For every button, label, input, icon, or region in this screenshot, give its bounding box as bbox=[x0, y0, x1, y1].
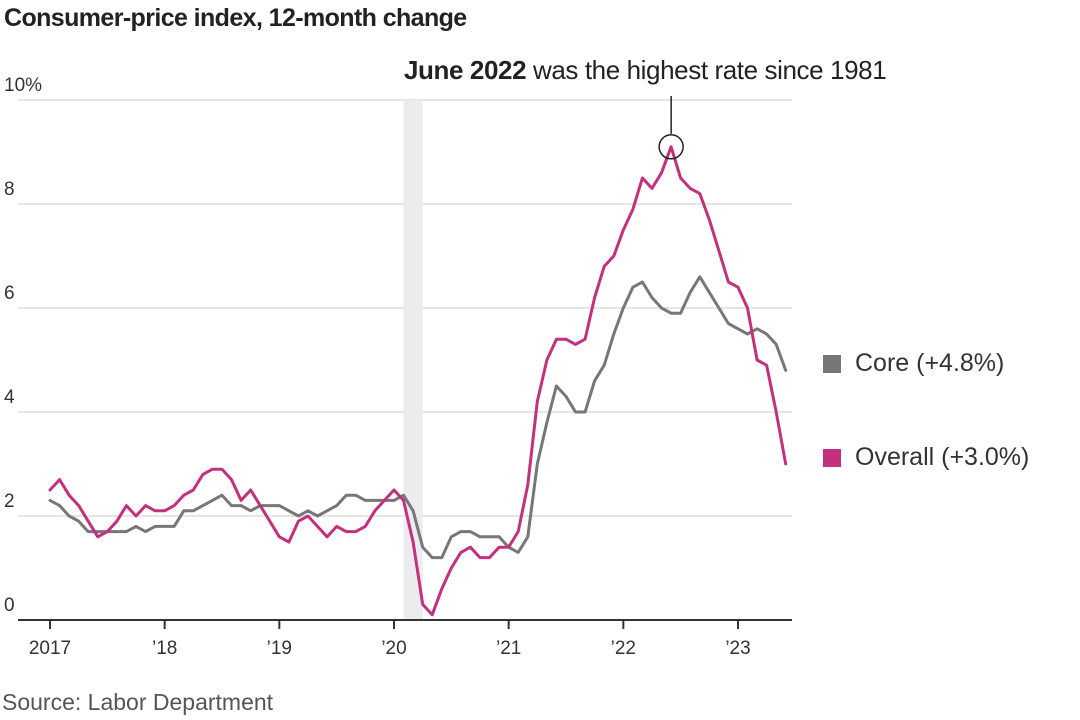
x-tick-label-2019: ’19 bbox=[267, 638, 292, 659]
source-note: Source: Labor Department bbox=[2, 689, 274, 715]
legend-item-overall: Overall (+3.0%) bbox=[823, 443, 1029, 472]
x-tick-label-2021: ’21 bbox=[496, 638, 521, 659]
recession-band bbox=[403, 100, 423, 620]
annotation-bold: June 2022 bbox=[404, 55, 527, 85]
peak-annotation: June 2022 was the highest rate since 198… bbox=[404, 55, 887, 86]
legend-swatch-core bbox=[823, 354, 841, 373]
legend-item-core: Core (+4.8%) bbox=[823, 349, 1004, 378]
x-tick-label-2020: ’20 bbox=[381, 638, 406, 659]
chart-title: Consumer-price index, 12-month change bbox=[4, 4, 467, 32]
y-tick-label-0: 0 bbox=[4, 595, 15, 616]
y-tick-label-2: 2 bbox=[4, 491, 15, 512]
legend-swatch-overall bbox=[823, 448, 841, 467]
y-tick-label-6: 6 bbox=[4, 283, 15, 304]
x-tick-label-2022: ’22 bbox=[611, 638, 636, 659]
x-tick-label-2018: ’18 bbox=[152, 638, 177, 659]
x-tick-label-2017: 2017 bbox=[29, 638, 71, 659]
series-line-overall bbox=[48, 145, 788, 617]
x-tick-label-2023: ’23 bbox=[725, 638, 750, 659]
y-tick-label-10: 10% bbox=[4, 75, 42, 96]
legend-label-core: Core (+4.8%) bbox=[855, 349, 1005, 377]
legend-label-overall: Overall (+3.0%) bbox=[855, 443, 1030, 471]
annotation-text: was the highest rate since 1981 bbox=[526, 55, 887, 85]
y-tick-label-4: 4 bbox=[4, 387, 15, 408]
y-tick-label-8: 8 bbox=[4, 179, 15, 200]
annotation-circle bbox=[658, 134, 684, 160]
series-line-core bbox=[48, 275, 788, 560]
